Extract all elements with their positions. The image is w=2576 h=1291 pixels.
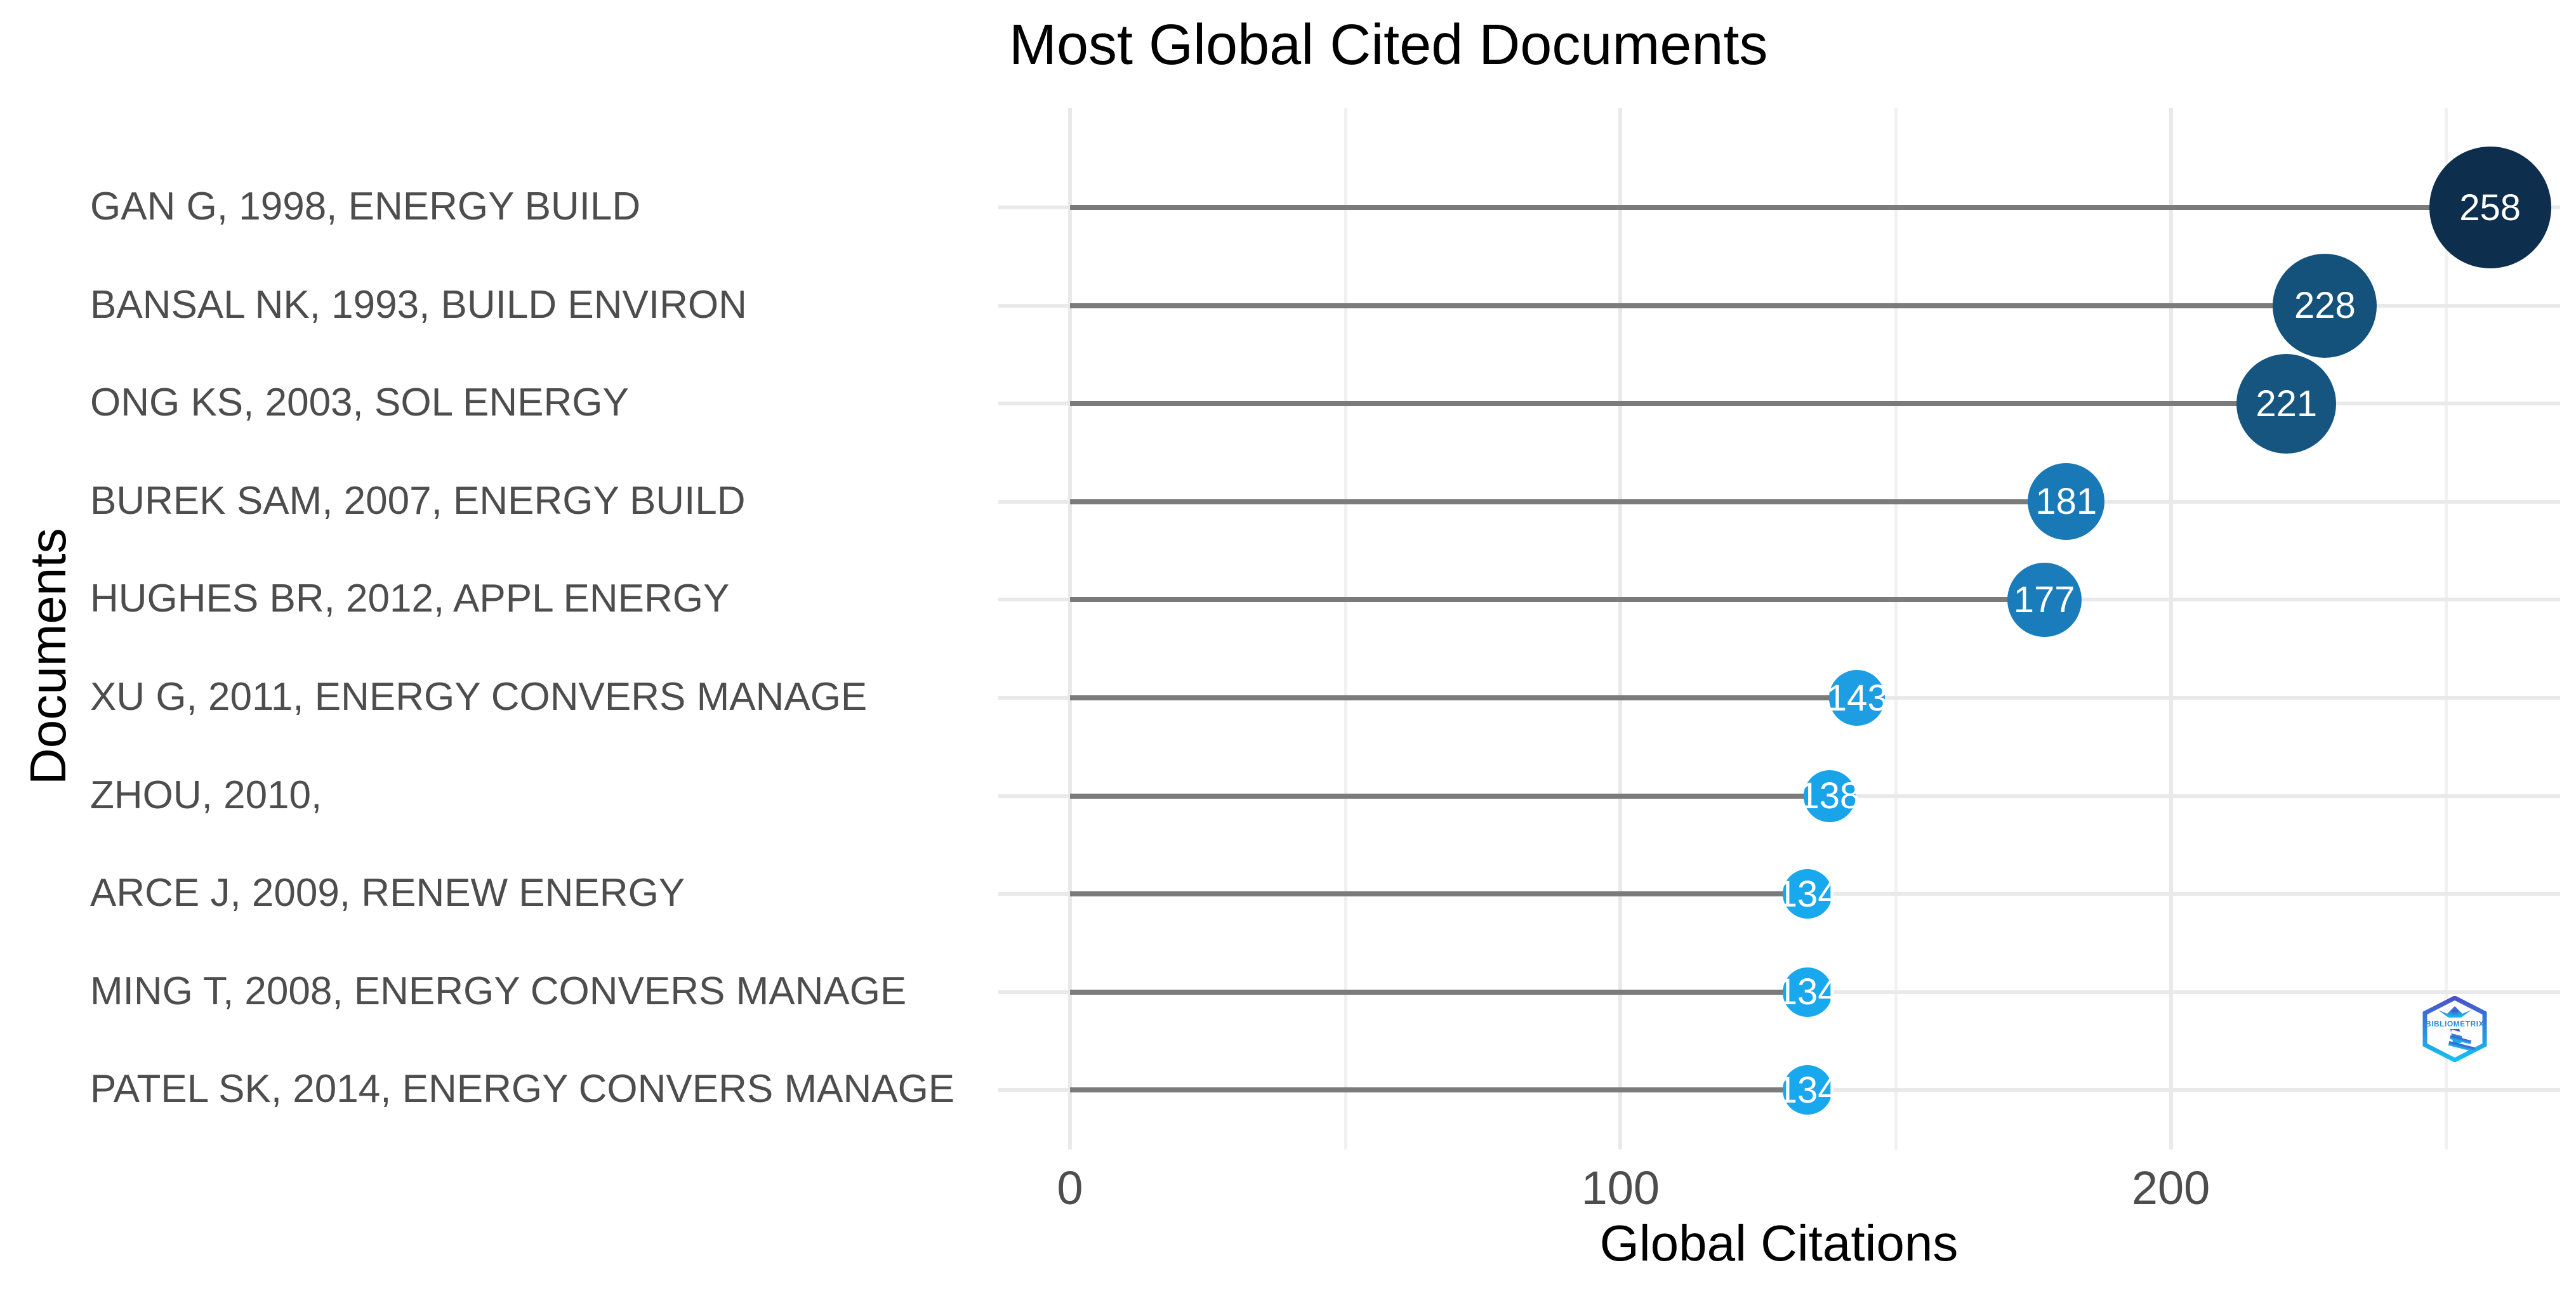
- bubble-value: 221: [2256, 383, 2318, 424]
- y-axis-label: ARCE J, 2009, RENEW ENERGY: [90, 871, 685, 915]
- bubble-value: 134: [1776, 971, 1839, 1013]
- y-axis-label: BUREK SAM, 2007, ENERGY BUILD: [90, 478, 746, 523]
- x-tick-label: 100: [1581, 1162, 1660, 1214]
- citation-bubble: 177: [2007, 562, 2082, 637]
- y-axis-title: Documents: [20, 528, 76, 785]
- citation-bubble: 228: [2273, 253, 2377, 358]
- lollipop-stem: [1070, 597, 2045, 603]
- y-axis-label: PATEL SK, 2014, ENERGY CONVERS MANAGE: [90, 1067, 955, 1111]
- lollipop-stem: [1070, 303, 2325, 308]
- gridline-v-major: [1068, 108, 1072, 1150]
- logo-lantern: [2452, 1010, 2458, 1018]
- y-axis-label: ZHOU, 2010,: [90, 773, 322, 817]
- y-axis-label: GAN G, 1998, ENERGY BUILD: [90, 185, 641, 229]
- y-axis-label: HUGHES BR, 2012, APPL ENERGY: [90, 577, 730, 621]
- y-axis-label: MING T, 2008, ENERGY CONVERS MANAGE: [90, 969, 907, 1013]
- bubble-value: 134: [1776, 873, 1839, 915]
- lollipop-stem: [1070, 1087, 1808, 1093]
- logo-step-3: [2448, 1041, 2476, 1052]
- gridline-v-major: [1618, 108, 1623, 1150]
- gridline-v-minor: [1344, 108, 1347, 1150]
- gridline-v-major: [2169, 108, 2173, 1150]
- logo-step-2: [2449, 1035, 2472, 1045]
- citation-bubble: 181: [2028, 463, 2105, 541]
- bibliometrix-logo: BIBLIOMETRIX: [2422, 996, 2487, 1062]
- citation-bubble: 221: [2236, 353, 2337, 454]
- citation-bubble: 138: [1799, 770, 1860, 822]
- logo-wordmark: BIBLIOMETRIX: [2426, 1019, 2484, 1028]
- gridline-v-minor: [1894, 108, 1898, 1150]
- bubble-value: 143: [1826, 677, 1888, 719]
- logo-step-1: [2450, 1029, 2468, 1038]
- x-tick-label: 0: [1057, 1162, 1083, 1214]
- lollipop-stem: [1070, 793, 1830, 799]
- bubble-value: 228: [2294, 285, 2356, 327]
- lollipop-stem: [1070, 989, 1808, 995]
- bubble-value: 181: [2035, 481, 2097, 523]
- citation-bubble: 258: [2429, 147, 2551, 268]
- citation-bubble: 134: [1777, 869, 1839, 919]
- bubble-value: 134: [1776, 1069, 1839, 1111]
- x-tick-label: 200: [2131, 1162, 2210, 1214]
- lollipop-stem: [1070, 499, 2066, 504]
- citation-bubble: 143: [1826, 670, 1888, 726]
- y-axis-label: BANSAL NK, 1993, BUILD ENVIRON: [90, 282, 747, 327]
- lollipop-stem: [1070, 695, 1858, 700]
- lollipop-stem: [1070, 891, 1808, 897]
- bubble-value: 138: [1799, 775, 1861, 817]
- citation-bubble: 134: [1777, 967, 1839, 1017]
- bubble-value: 177: [2013, 579, 2075, 620]
- y-axis-label: ONG KS, 2003, SOL ENERGY: [90, 381, 629, 425]
- x-axis-title: Global Citations: [1599, 1215, 1958, 1271]
- chart-title: Most Global Cited Documents: [1009, 13, 1768, 77]
- lollipop-stem: [1070, 205, 2490, 210]
- citation-bubble: 134: [1777, 1065, 1839, 1115]
- bubble-value: 258: [2459, 187, 2521, 228]
- gridline-v-minor: [2445, 108, 2448, 1150]
- lollipop-stem: [1070, 401, 2287, 407]
- y-axis-label: XU G, 2011, ENERGY CONVERS MANAGE: [90, 675, 868, 719]
